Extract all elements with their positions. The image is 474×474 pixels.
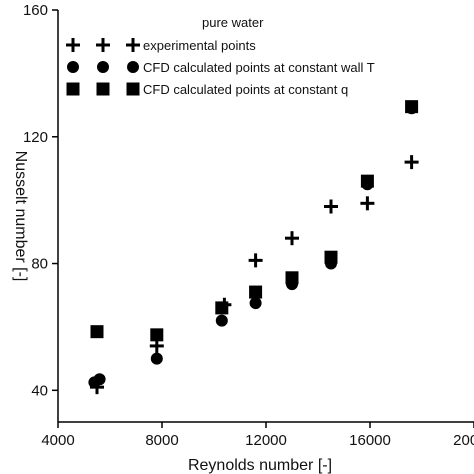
y-tick-label: 40: [31, 382, 48, 399]
legend-label: CFD calculated points at constant q: [143, 82, 348, 97]
data-point-square: [405, 100, 419, 114]
data-point-plus: [285, 231, 299, 246]
x-tick-label: 12000: [245, 432, 287, 449]
legend-entries: experimental points CFD calculated points…: [66, 38, 375, 97]
data-point-circle: [215, 314, 228, 327]
legend-label: CFD calculated points at constant wall T: [143, 60, 375, 75]
legend-marker-circle: [127, 61, 139, 73]
legend-entry: CFD calculated points at constant wall T: [67, 60, 375, 75]
data-point-square: [360, 174, 374, 188]
legend: pure water experimental points CFD calcul…: [66, 15, 375, 97]
x-axis-title: Reynolds number [-]: [188, 457, 332, 474]
legend-entry: CFD calculated points at constant q: [66, 82, 348, 97]
legend-marker-square: [66, 82, 80, 96]
legend-entry: experimental points: [66, 38, 256, 53]
legend-title: pure water: [202, 15, 264, 30]
x-tick-label: 16000: [349, 432, 391, 449]
data-point-square: [215, 301, 229, 315]
data-point-plus: [360, 196, 375, 211]
data-point-plus: [404, 155, 419, 170]
y-axis-title: Nusselt number [-]: [12, 151, 29, 282]
x-tick-label: 8000: [145, 432, 178, 449]
data-point-circle: [93, 373, 106, 386]
legend-marker-square: [126, 82, 140, 96]
data-point-plus: [248, 253, 263, 268]
y-tick-label: 120: [23, 129, 48, 146]
legend-marker-circle: [67, 61, 79, 73]
y-tick-label: 160: [23, 2, 48, 19]
data-point-square: [150, 328, 164, 342]
x-ticks: 4000 8000 12000 16000 20000: [41, 422, 474, 449]
plot-area: 4000 8000 12000 16000 20000 40 80 120 160: [23, 2, 474, 449]
data-point-square: [90, 325, 104, 339]
data-point-circle: [249, 297, 262, 310]
data-markers: [88, 100, 419, 395]
x-tick-label: 20000: [453, 432, 474, 449]
data-point-square: [249, 285, 263, 299]
y-tick-label: 80: [31, 256, 48, 273]
x-tick-label: 4000: [41, 432, 74, 449]
legend-label: experimental points: [143, 38, 256, 53]
data-point-square: [285, 271, 299, 285]
legend-marker-plus: [66, 38, 80, 52]
data-point-square: [324, 250, 338, 264]
legend-marker-square: [96, 82, 110, 96]
legend-marker-circle: [97, 61, 109, 73]
legend-marker-plus: [96, 38, 110, 52]
data-point-circle: [150, 352, 163, 365]
y-ticks: 40 80 120 160: [23, 2, 58, 399]
legend-marker-plus: [126, 38, 140, 52]
data-point-plus: [324, 199, 338, 214]
